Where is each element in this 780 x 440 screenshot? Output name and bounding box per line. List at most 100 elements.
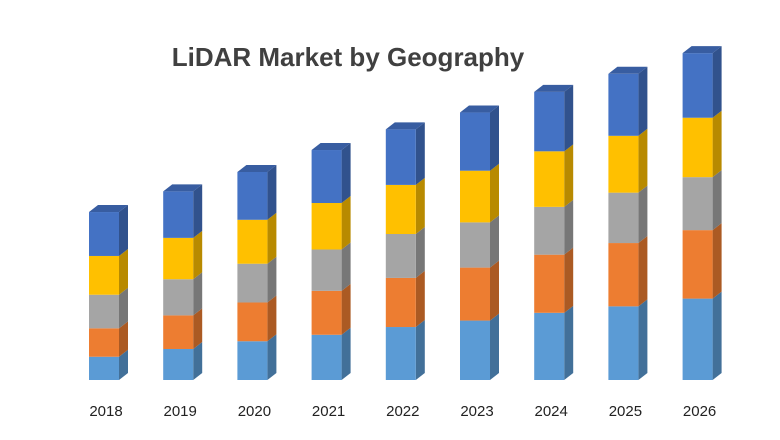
bar-side-s3-2024: [564, 199, 574, 255]
x-tick-labels: 2018 2019 2020 2021 2022 2023 2024 2025 2026: [89, 403, 716, 420]
bar-side-s2-2020: [267, 295, 277, 342]
bar-side-s3-2021: [341, 242, 351, 291]
bar-segment-s2-2026: [682, 230, 713, 299]
bar-segment-s2-2023: [460, 267, 490, 321]
bar-top-2020: [237, 164, 277, 172]
bar-side-s5-2023: [490, 105, 499, 171]
bar-segment-s2-2021: [311, 290, 342, 335]
bar-side-s4-2025: [638, 128, 648, 193]
bar-side-s3-2018: [119, 287, 128, 329]
bar-segment-s3-2026: [682, 177, 713, 231]
bar-side-s3-2023: [490, 215, 499, 268]
bar-segment-s2-2022: [385, 277, 416, 328]
bar-side-s1-2018: [119, 349, 128, 380]
bar-segment-s4-2019: [163, 237, 194, 280]
bar-side-s2-2026: [712, 223, 722, 299]
bar-segment-s2-2020: [237, 302, 268, 342]
bar-side-s2-2019: [193, 308, 203, 349]
bar-segment-s1-2026: [682, 298, 713, 380]
bar-side-s2-2025: [638, 236, 648, 307]
bar-segment-s2-2018: [89, 328, 119, 357]
bar-stack-2019: [163, 184, 203, 380]
bar-segment-s4-2022: [385, 184, 416, 235]
bar-side-s4-2026: [712, 110, 722, 178]
bar-segment-s1-2020: [237, 341, 268, 380]
bar-side-s5-2025: [638, 66, 648, 136]
x-tick-label-2023: 2023: [460, 403, 493, 420]
bar-stack-2022: [385, 122, 425, 380]
bar-side-s1-2020: [267, 334, 277, 380]
bar-segment-s3-2021: [311, 249, 342, 291]
bar-stack-2024: [534, 84, 574, 380]
bar-segment-s5-2023: [460, 112, 490, 171]
bar-segment-s3-2024: [534, 206, 565, 255]
bar-top-2021: [311, 143, 351, 151]
bar-segment-s5-2020: [237, 171, 268, 220]
x-tick-label-2021: 2021: [312, 403, 345, 420]
bar-segment-s1-2023: [460, 320, 490, 380]
bar-stack-2020: [237, 164, 277, 380]
bar-segment-s4-2026: [682, 117, 713, 178]
x-tick-label-2018: 2018: [89, 403, 122, 420]
bar-side-s5-2020: [267, 164, 277, 220]
bar-top-2019: [163, 184, 203, 192]
bar-segment-s5-2019: [163, 191, 194, 238]
bars-group: [89, 46, 722, 380]
bar-segment-s4-2025: [608, 135, 639, 193]
bar-side-s1-2021: [341, 327, 351, 380]
bar-side-s5-2026: [712, 46, 722, 118]
bar-side-s4-2022: [415, 177, 425, 235]
bar-side-s1-2025: [638, 299, 648, 380]
bar-side-s5-2024: [564, 84, 574, 152]
bar-segment-s4-2020: [237, 219, 268, 264]
bar-segment-s5-2025: [608, 73, 639, 136]
bar-side-s2-2021: [341, 283, 351, 335]
chart-title: LiDAR Market by Geography: [172, 42, 525, 72]
bar-segment-s5-2021: [311, 150, 342, 203]
bar-segment-s2-2024: [534, 254, 565, 313]
bar-side-s2-2022: [415, 270, 425, 328]
bar-side-s5-2019: [193, 184, 203, 238]
bar-side-s4-2021: [341, 195, 351, 250]
bar-segment-s5-2022: [385, 129, 416, 185]
bar-side-s1-2023: [490, 313, 499, 380]
bar-side-s2-2024: [564, 247, 574, 313]
bar-side-s1-2026: [712, 291, 722, 380]
bar-segment-s1-2019: [163, 348, 194, 380]
bar-side-s4-2020: [267, 212, 277, 264]
bar-side-s3-2026: [712, 170, 722, 231]
bar-top-2025: [608, 66, 648, 74]
x-tick-label-2019: 2019: [164, 403, 197, 420]
bar-side-s4-2018: [119, 248, 128, 295]
bar-side-s1-2019: [193, 341, 203, 380]
bar-segment-s3-2019: [163, 279, 194, 316]
bar-segment-s1-2021: [311, 334, 342, 380]
bar-segment-s3-2023: [460, 222, 490, 268]
bar-segment-s4-2024: [534, 151, 565, 207]
x-tick-label-2020: 2020: [238, 403, 271, 420]
bar-segment-s4-2023: [460, 170, 490, 223]
bar-side-s5-2021: [341, 143, 351, 203]
bar-side-s3-2019: [193, 272, 203, 316]
bar-stack-2023: [460, 105, 499, 380]
bar-segment-s4-2018: [89, 255, 119, 295]
bar-segment-s5-2018: [89, 212, 119, 256]
bar-side-s1-2024: [564, 305, 574, 380]
bar-side-s4-2024: [564, 144, 574, 207]
bar-top-2024: [534, 84, 574, 92]
bar-side-s1-2022: [415, 320, 425, 380]
bar-segment-s2-2019: [163, 315, 194, 349]
bar-segment-s1-2022: [385, 327, 416, 380]
bar-side-s2-2018: [119, 321, 128, 357]
bar-stack-2026: [682, 46, 722, 380]
bar-segment-s3-2025: [608, 192, 639, 244]
bar-side-s5-2022: [415, 122, 425, 185]
bar-segment-s5-2024: [534, 91, 565, 152]
bar-top-2022: [385, 122, 425, 130]
bar-top-2026: [682, 46, 722, 54]
bar-side-s3-2025: [638, 185, 648, 244]
bar-segment-s5-2026: [682, 53, 713, 118]
bar-top-2018: [89, 205, 128, 213]
x-tick-label-2026: 2026: [683, 403, 716, 420]
